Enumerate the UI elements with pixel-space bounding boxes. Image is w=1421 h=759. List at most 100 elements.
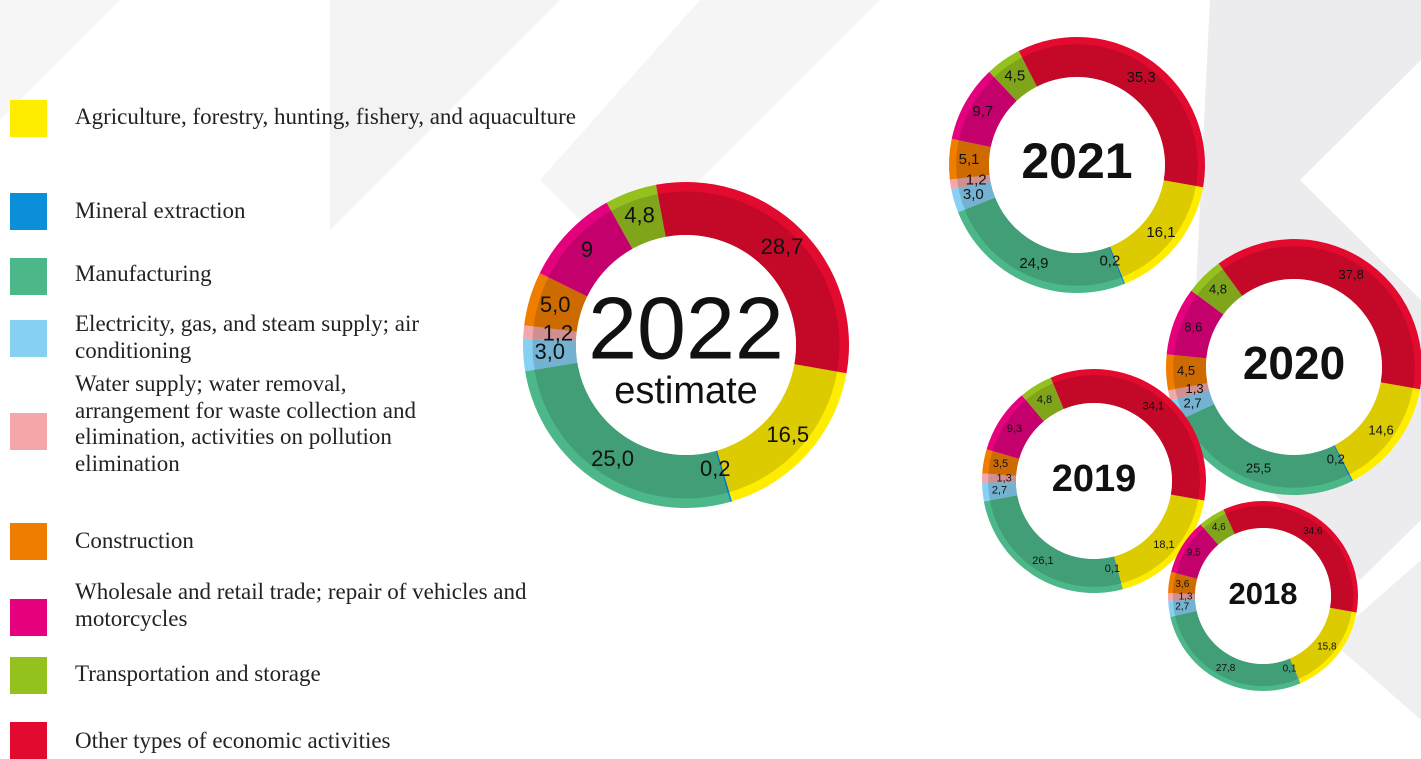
value-label: 4,6	[1212, 522, 1226, 533]
bg-shape	[1330, 560, 1421, 720]
donut-hole	[989, 77, 1165, 253]
value-label: 2,7	[992, 484, 1007, 496]
value-label: 3,0	[534, 339, 565, 364]
value-label: 35,3	[1127, 69, 1156, 86]
value-label: 16,5	[766, 422, 809, 447]
donut-segment	[1166, 354, 1208, 391]
value-label: 1,3	[996, 472, 1011, 484]
value-label: 27,8	[1216, 663, 1236, 674]
donut-segment	[717, 364, 847, 502]
legend-swatch	[10, 599, 47, 636]
value-label: 2,7	[1175, 602, 1189, 613]
legend-swatch	[10, 413, 47, 450]
donut-segment	[522, 338, 578, 372]
donut-segment	[1108, 246, 1126, 285]
legend-label: Manufacturing	[75, 261, 212, 286]
value-label: 5,1	[959, 151, 980, 168]
value-label: 18,1	[1153, 539, 1174, 551]
donut-segment	[1289, 607, 1357, 684]
donut-hole	[576, 235, 796, 455]
donut-segment	[1168, 383, 1210, 401]
legend-swatch	[10, 320, 47, 357]
donut-segment	[1113, 556, 1123, 590]
donut-segment	[982, 449, 1020, 476]
value-label: 15,8	[1317, 641, 1337, 652]
value-label: 9	[581, 237, 593, 262]
donut-segment	[986, 395, 1044, 459]
legend-label: Transportation and storage	[75, 661, 321, 686]
value-label: 9,3	[1007, 423, 1022, 435]
legend-label: Wholesale and retail trade; repair of ve…	[75, 579, 527, 631]
value-label: 1,3	[1179, 591, 1193, 602]
donut-segment	[951, 71, 1017, 148]
value-label: 4,8	[1209, 282, 1227, 297]
donut-segment	[1113, 494, 1205, 590]
donut-segment	[949, 175, 991, 190]
value-label: 25,0	[591, 446, 634, 471]
chart-subtitle: estimate	[614, 370, 758, 412]
value-label: 25,5	[1246, 460, 1271, 475]
value-label: 26,1	[1032, 555, 1053, 567]
donut-segment	[1168, 571, 1198, 594]
value-label: 34,1	[1143, 401, 1164, 413]
donut-segment	[1171, 524, 1219, 579]
value-label: 0,2	[1099, 253, 1120, 270]
value-label: 0,2	[700, 456, 731, 481]
value-label: 0,1	[1105, 563, 1120, 575]
donut-segment	[1110, 180, 1204, 284]
donut-segment	[1334, 382, 1421, 481]
donut-segment	[539, 202, 633, 297]
legend-label: Other types of economic activities	[75, 728, 391, 753]
donut-segment	[958, 197, 1124, 293]
bg-shape	[0, 0, 120, 120]
value-label: 5,0	[540, 292, 571, 317]
donut-segment	[1168, 599, 1197, 617]
donut-hole	[1016, 403, 1172, 559]
legend-swatch	[10, 523, 47, 560]
legend-label: Construction	[75, 528, 194, 553]
donut-segment	[1170, 610, 1300, 691]
chart-title: 2019	[1052, 458, 1137, 500]
value-label: 1,2	[543, 320, 574, 345]
value-label: 3,5	[993, 458, 1008, 470]
donut-hole	[1206, 279, 1382, 455]
value-label: 9,5	[1187, 548, 1201, 559]
donut-segment	[1177, 404, 1352, 495]
donut-segment	[715, 450, 733, 502]
legend-label: Agriculture, forestry, hunting, fishery,…	[75, 104, 576, 129]
donut-segment	[949, 138, 991, 180]
donut-chart: 15,8 0,1 27,8 2,71,33,6 9,5 4,6 34,6 2018	[1168, 501, 1358, 691]
donut-segment	[983, 495, 1123, 593]
value-label: 2,7	[1184, 395, 1202, 410]
chart-title: 2018	[1229, 576, 1298, 611]
chart-title: 2020	[1243, 337, 1345, 389]
chart-title: 2022	[588, 278, 784, 377]
value-label: 4,5	[1004, 68, 1025, 85]
legend-label: Water supply; water removal, arrangement…	[75, 371, 417, 476]
donut-segment	[523, 325, 577, 341]
chart-title: 2021	[1021, 133, 1132, 189]
value-label: 16,1	[1146, 224, 1175, 241]
value-label: 9,7	[972, 103, 993, 120]
value-label: 1,3	[1186, 381, 1204, 396]
donut-segment	[1166, 290, 1224, 359]
legend-swatch	[10, 100, 47, 137]
donut-segment	[1200, 509, 1235, 545]
value-label: 0,1	[1283, 663, 1297, 674]
donut-segment	[1289, 658, 1301, 684]
legend-swatch	[10, 657, 47, 694]
value-label: 28,7	[761, 234, 804, 259]
value-label: 4,8	[624, 202, 655, 227]
donut-segment	[1018, 37, 1205, 188]
donut-segment	[525, 362, 730, 508]
legend-label: Electricity, gas, and steam supply; air …	[75, 311, 420, 363]
donut-segment	[524, 273, 588, 332]
value-label: 8,6	[1184, 319, 1202, 334]
value-label: 3,6	[1175, 579, 1189, 590]
donut-chart: 16,1 0,2 24,9 3,01,2 5,1 9,7 4,5 35,3 2021	[949, 37, 1205, 293]
value-label: 4,5	[1177, 363, 1195, 378]
donut-chart: 14,6 0,2 25,5 2,71,3 4,5 8,6 4,8 37,8 2020	[1166, 239, 1421, 495]
value-label: 14,6	[1368, 422, 1393, 437]
